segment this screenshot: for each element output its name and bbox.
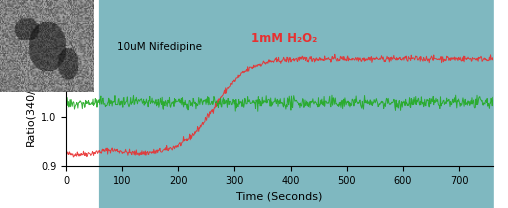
X-axis label: Time (Seconds): Time (Seconds) (236, 192, 323, 202)
Text: 1mM H₂O₂: 1mM H₂O₂ (251, 32, 318, 45)
FancyBboxPatch shape (155, 0, 494, 208)
FancyBboxPatch shape (99, 0, 494, 208)
Text: 10uM Nifedipine: 10uM Nifedipine (116, 42, 202, 52)
Y-axis label: Ratio(340/380): Ratio(340/380) (25, 62, 36, 146)
